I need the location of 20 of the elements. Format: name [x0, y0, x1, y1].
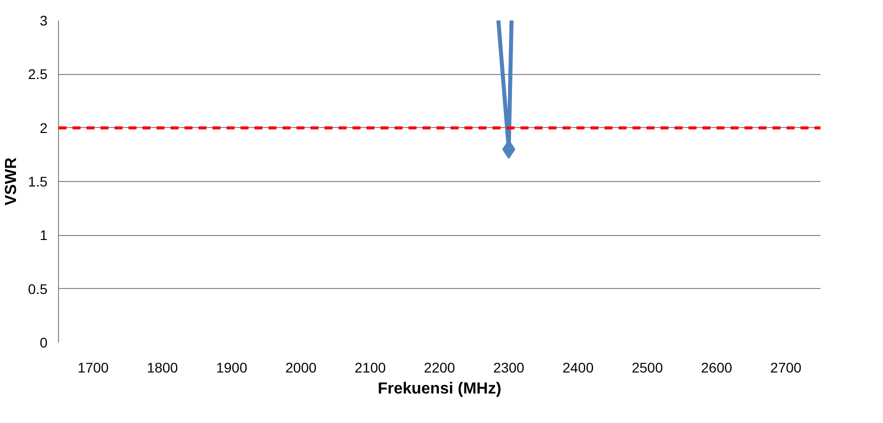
- y-tick-label: 0.5: [28, 280, 48, 297]
- y-tick-label: 2: [40, 120, 48, 136]
- y-tick-label: 1.5: [28, 174, 48, 190]
- y-tick-label: 1: [40, 227, 48, 244]
- x-tick-label: 1700: [78, 360, 109, 376]
- y-tick-label: 2.5: [28, 66, 48, 82]
- y-tick-label: 3: [40, 12, 48, 28]
- x-tick-label: 2300: [493, 360, 525, 376]
- x-axis-title: Frekuensi (MHz): [378, 380, 502, 398]
- x-tick-label: 2600: [701, 360, 732, 376]
- x-tick-label: 2500: [632, 360, 664, 376]
- x-tick-label: 2100: [354, 360, 386, 376]
- x-tick-label: 2000: [285, 360, 317, 376]
- y-tick-label: 0: [40, 334, 48, 350]
- x-tick-label: 1800: [146, 360, 178, 376]
- x-tick-label: 2400: [562, 360, 594, 376]
- x-tick-label: 2200: [424, 360, 456, 376]
- x-tick-label: 2700: [770, 360, 802, 376]
- x-tick-label: 1900: [216, 360, 248, 376]
- y-axis-title: VSWR: [3, 157, 20, 206]
